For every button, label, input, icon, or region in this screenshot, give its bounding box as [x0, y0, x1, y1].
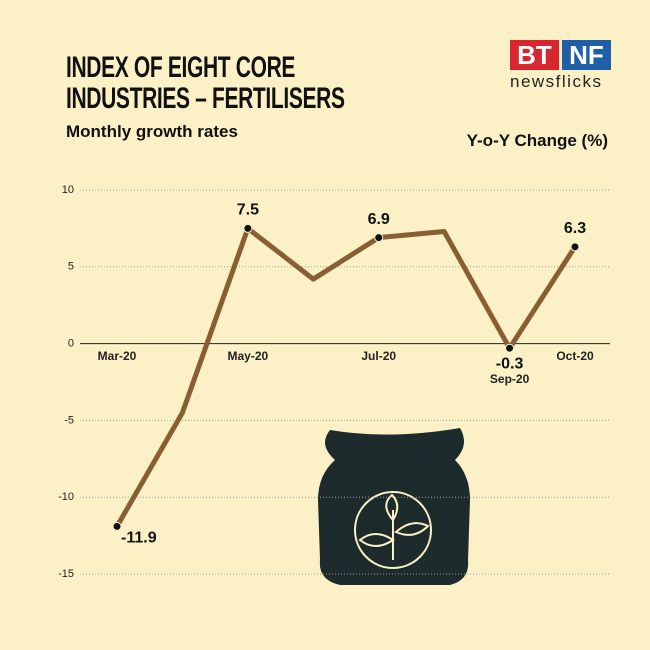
y-axis-label: Y-o-Y Change (%) — [466, 131, 608, 150]
x-tick-label: May-20 — [228, 349, 269, 363]
y-tick-label: 0 — [68, 338, 74, 350]
data-point — [570, 242, 580, 252]
data-label: 7.5 — [237, 202, 259, 219]
chart-subtitle: Monthly growth rates — [66, 122, 238, 141]
data-point — [505, 343, 515, 353]
data-label: -0.3 — [496, 355, 524, 372]
logo-right: NF — [562, 40, 611, 70]
logo: BT NF newsflicks — [510, 40, 612, 92]
data-point — [374, 233, 384, 243]
x-tick-label: Oct-20 — [556, 349, 594, 363]
y-tick-label: 5 — [68, 261, 74, 273]
logo-tagline: newsflicks — [510, 72, 603, 91]
x-tick-label: Jul-20 — [361, 349, 396, 363]
chart-title: INDEX OF EIGHT CORE INDUSTRIES – FERTILI… — [66, 51, 345, 115]
data-point — [112, 521, 122, 531]
y-tick-label: -15 — [58, 568, 74, 580]
data-point — [243, 223, 253, 233]
y-tick-label: 10 — [62, 184, 74, 196]
data-line — [114, 225, 578, 528]
y-tick-label: -5 — [64, 414, 74, 426]
data-label: 6.9 — [368, 211, 390, 228]
logo-left: BT — [510, 40, 559, 70]
data-label: 6.3 — [564, 220, 586, 237]
x-tick-label: Mar-20 — [98, 349, 137, 363]
fertiliser-bag — [318, 428, 470, 585]
y-tick-label: -10 — [58, 491, 74, 503]
data-label: -11.9 — [121, 530, 157, 547]
x-tick-label: Sep-20 — [490, 372, 530, 386]
